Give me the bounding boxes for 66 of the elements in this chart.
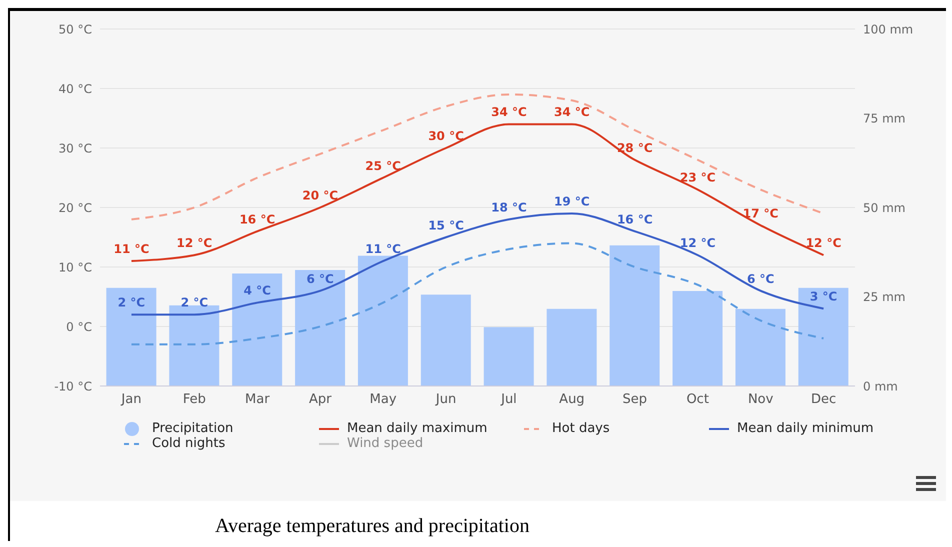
bar [610, 245, 660, 386]
y-tick-label: 0 °C [66, 320, 92, 334]
legend-label: Precipitation [152, 421, 234, 436]
data-label: 20 °C [302, 188, 338, 202]
x-tick-label: Jun [434, 392, 456, 408]
x-tick-label: Apr [308, 392, 332, 408]
data-label: 23 °C [680, 170, 716, 185]
data-label: 11 °C [365, 242, 402, 256]
data-label: 19 °C [554, 194, 590, 208]
y-tick-label: 50 °C [58, 22, 92, 36]
y2-tick-label: 75 mm [863, 112, 906, 126]
data-label: 18 °C [491, 200, 527, 214]
y2-tick-label: 25 mm [863, 290, 906, 304]
bar [735, 308, 786, 386]
data-label: 25 °C [365, 158, 402, 173]
y-tick-label: 40 °C [58, 82, 92, 96]
legend-label: Wind speed [347, 436, 424, 451]
data-label: 11 °C [114, 242, 150, 256]
bar [106, 288, 156, 386]
bar [358, 256, 408, 386]
data-label: 30 °C [428, 129, 464, 143]
x-tick-label: Oct [686, 392, 709, 408]
y-tick-label: -10 °C [54, 379, 92, 394]
bar [484, 327, 534, 386]
data-label: 16 °C [616, 212, 653, 226]
legend-label: Hot days [552, 421, 610, 436]
bar [169, 305, 220, 386]
data-label: 3 °C [810, 290, 838, 304]
data-label: 6 °C [746, 272, 774, 286]
text: Average temperatures and precipitation [215, 515, 530, 538]
x-tick-label: Feb [182, 392, 206, 408]
data-label: 12 °C [806, 236, 842, 250]
legend-label: Mean daily maximum [347, 421, 488, 436]
legend-label: Mean daily minimum [737, 421, 874, 436]
data-label: 12 °C [680, 236, 716, 250]
bar [672, 291, 723, 386]
data-label: 34 °C [554, 105, 590, 120]
bar [798, 288, 848, 386]
x-tick-label: Mar [245, 392, 270, 408]
y2-tick-label: 50 mm [863, 200, 906, 215]
data-label: 16 °C [239, 212, 276, 226]
y-tick-label: 10 °C [58, 260, 92, 274]
x-tick-label: May [370, 392, 397, 408]
x-tick-label: Sep [622, 392, 648, 408]
line-series [130, 123, 825, 262]
data-label: 34 °C [491, 105, 527, 120]
data-label: 12 °C [176, 236, 212, 250]
data-label: 4 °C [244, 284, 272, 298]
y2-tick-label: 100 mm [863, 22, 914, 36]
bar [232, 274, 282, 386]
bar [420, 294, 471, 386]
bar [295, 270, 346, 386]
legend-label: Cold nights [152, 436, 226, 451]
data-label: 6 °C [306, 272, 334, 286]
data-label: 2 °C [180, 296, 208, 310]
y-tick-label: 30 °C [58, 141, 92, 156]
x-tick-label: Jan [120, 392, 142, 408]
x-tick-label: Jul [500, 392, 517, 408]
data-label: 2 °C [118, 296, 146, 310]
data-label: 15 °C [428, 218, 464, 232]
y-tick-label: 20 °C [58, 200, 92, 215]
x-tick-label: Aug [559, 392, 585, 408]
bar [546, 308, 597, 386]
x-tick-label: Dec [810, 392, 836, 408]
x-tick-label: Nov [748, 392, 774, 408]
y2-tick-label: 0 mm [863, 379, 898, 394]
